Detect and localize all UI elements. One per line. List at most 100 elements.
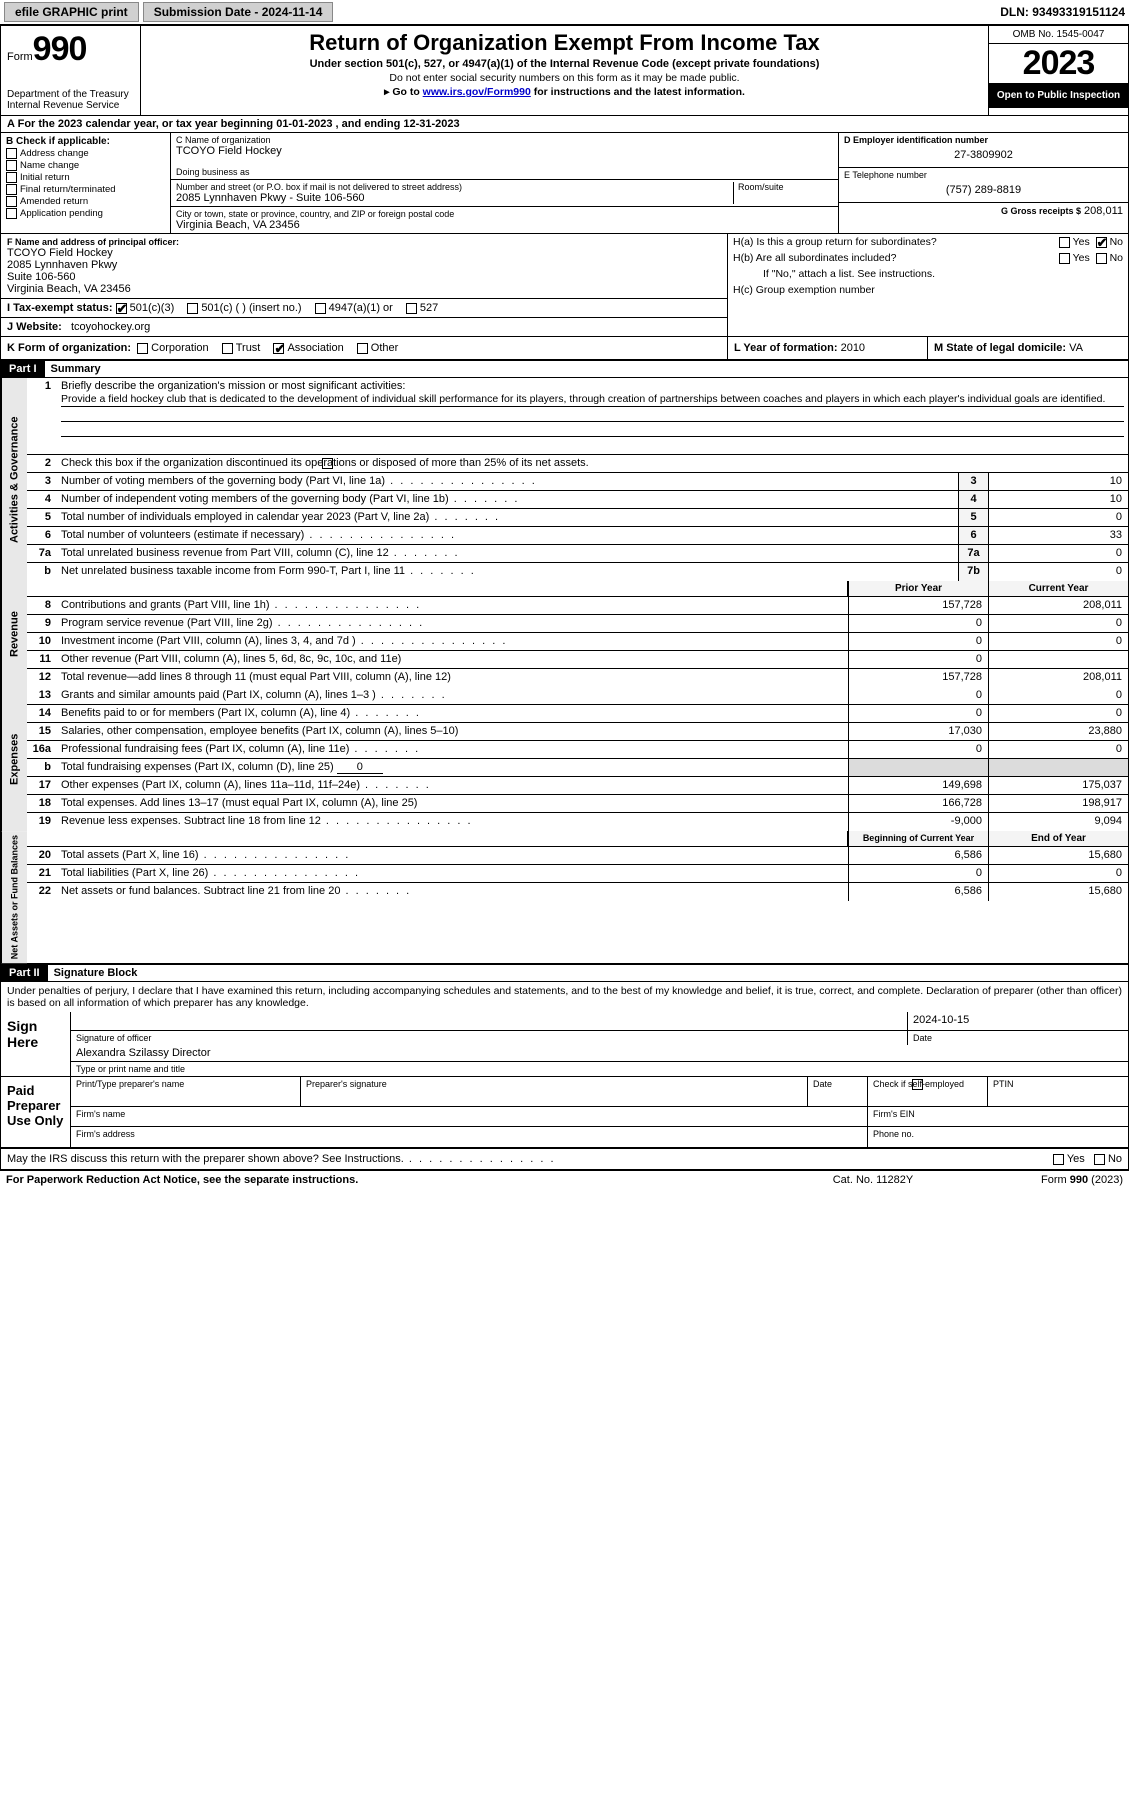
- line17-prior: 149,698: [848, 777, 988, 794]
- line22-curr: 15,680: [988, 883, 1128, 901]
- form-990: Form990 Department of the Treasury Inter…: [0, 25, 1129, 1170]
- cat-no: Cat. No. 11282Y: [783, 1174, 963, 1186]
- line16b: Total fundraising expenses (Part IX, col…: [57, 759, 848, 776]
- firm-addr-label: Firm's address: [71, 1127, 868, 1147]
- line1-label: Briefly describe the organization's miss…: [61, 380, 405, 392]
- box-c: C Name of organization TCOYO Field Hocke…: [171, 133, 838, 233]
- hb-yes[interactable]: [1059, 253, 1070, 264]
- line19: Revenue less expenses. Subtract line 18 …: [57, 813, 848, 831]
- line-a-tax-year: A For the 2023 calendar year, or tax yea…: [1, 116, 1128, 133]
- hb-no[interactable]: [1096, 253, 1107, 264]
- line12-curr: 208,011: [988, 669, 1128, 687]
- line16a-curr: 0: [988, 741, 1128, 758]
- line13: Grants and similar amounts paid (Part IX…: [57, 687, 848, 704]
- line5-val: 0: [988, 509, 1128, 526]
- line7b-val: 0: [988, 563, 1128, 581]
- line13-prior: 0: [848, 687, 988, 704]
- chk-association[interactable]: Association: [273, 342, 343, 354]
- line2-checkbox[interactable]: [322, 458, 333, 469]
- line6-val: 33: [988, 527, 1128, 544]
- box-j: J Website: tcoyohockey.org: [1, 317, 727, 336]
- box-deg: D Employer identification number 27-3809…: [838, 133, 1128, 233]
- tax-year: 2023: [989, 44, 1128, 84]
- chk-amended-return[interactable]: Amended return: [6, 196, 165, 207]
- discuss-yes[interactable]: [1053, 1154, 1064, 1165]
- line15-prior: 17,030: [848, 723, 988, 740]
- line14-prior: 0: [848, 705, 988, 722]
- street-address: 2085 Lynnhaven Pkwy - Suite 106-560: [176, 192, 733, 204]
- firm-phone-label: Phone no.: [868, 1127, 1128, 1147]
- chk-trust[interactable]: Trust: [222, 342, 261, 354]
- line4-val: 10: [988, 491, 1128, 508]
- officer-addr3: Virginia Beach, VA 23456: [7, 283, 721, 295]
- perjury-statement: Under penalties of perjury, I declare th…: [1, 982, 1128, 1012]
- line3: Number of voting members of the governin…: [57, 473, 958, 490]
- street-label: Number and street (or P.O. box if mail i…: [176, 182, 733, 192]
- efile-print-button[interactable]: efile GRAPHIC print: [4, 2, 139, 22]
- topbar: efile GRAPHIC print Submission Date - 20…: [0, 0, 1129, 25]
- line6: Total number of volunteers (estimate if …: [57, 527, 958, 544]
- ha-label: H(a) Is this a group return for subordin…: [733, 236, 1013, 248]
- officer-name-title: Alexandra Szilassy Director: [71, 1045, 1128, 1061]
- part-1-header: Part I Summary: [1, 360, 1128, 378]
- chk-other[interactable]: Other: [357, 342, 399, 354]
- line11-prior: 0: [848, 651, 988, 668]
- eoy-hdr: End of Year: [988, 831, 1128, 846]
- form-instructions-link-line: Go to www.irs.gov/Form990 for instructio…: [147, 86, 982, 98]
- prior-year-hdr: Prior Year: [848, 581, 988, 596]
- line7a: Total unrelated business revenue from Pa…: [57, 545, 958, 562]
- discuss-text: May the IRS discuss this return with the…: [7, 1153, 982, 1165]
- city-label: City or town, state or province, country…: [176, 209, 833, 219]
- box-k: K Form of organization: Corporation Trus…: [1, 337, 728, 359]
- form-header: Form990 Department of the Treasury Inter…: [1, 26, 1128, 116]
- box-b: B Check if applicable: Address change Na…: [1, 133, 171, 233]
- line21-curr: 0: [988, 865, 1128, 882]
- chk-name-change[interactable]: Name change: [6, 160, 165, 171]
- line12-prior: 157,728: [848, 669, 988, 687]
- box-l: L Year of formation: 2010: [728, 337, 928, 359]
- line14-curr: 0: [988, 705, 1128, 722]
- chk-4947[interactable]: 4947(a)(1) or: [315, 302, 393, 314]
- discuss-no[interactable]: [1094, 1154, 1105, 1165]
- chk-corporation[interactable]: Corporation: [137, 342, 208, 354]
- section-activities-governance: Activities & Governance 1 Briefly descri…: [1, 378, 1128, 581]
- line4: Number of independent voting members of …: [57, 491, 958, 508]
- chk-address-change[interactable]: Address change: [6, 148, 165, 159]
- footer: For Paperwork Reduction Act Notice, see …: [0, 1170, 1129, 1189]
- line7b: Net unrelated business taxable income fr…: [57, 563, 958, 581]
- hb-note: If "No," attach a list. See instructions…: [733, 268, 1123, 280]
- paid-preparer-block: Paid Preparer Use Only Print/Type prepar…: [1, 1077, 1128, 1148]
- section-bcdeg: B Check if applicable: Address change Na…: [1, 133, 1128, 234]
- line18-prior: 166,728: [848, 795, 988, 812]
- omb-number: OMB No. 1545-0047: [989, 26, 1128, 44]
- line2: Check this box if the organization disco…: [57, 455, 1128, 472]
- boy-hdr: Beginning of Current Year: [848, 831, 988, 846]
- line13-curr: 0: [988, 687, 1128, 704]
- line16b-curr: [988, 759, 1128, 776]
- officer-addr1: 2085 Lynnhaven Pkwy: [7, 259, 721, 271]
- chk-initial-return[interactable]: Initial return: [6, 172, 165, 183]
- chk-501c3[interactable]: 501(c)(3): [116, 302, 175, 314]
- line18: Total expenses. Add lines 13–17 (must eq…: [57, 795, 848, 812]
- chk-501c[interactable]: 501(c) ( ) (insert no.): [187, 302, 301, 314]
- discuss-row: May the IRS discuss this return with the…: [1, 1148, 1128, 1169]
- line10-prior: 0: [848, 633, 988, 650]
- instructions-link[interactable]: www.irs.gov/Form990: [423, 86, 531, 98]
- ha-no[interactable]: [1096, 237, 1107, 248]
- sign-here-block: Sign Here 2024-10-15 Signature of office…: [1, 1012, 1128, 1077]
- line9: Program service revenue (Part VIII, line…: [57, 615, 848, 632]
- mission-text: Provide a field hockey club that is dedi…: [61, 392, 1124, 407]
- hb-label: H(b) Are all subordinates included?: [733, 252, 1013, 264]
- line3-val: 10: [988, 473, 1128, 490]
- form-ref: Form 990 (2023): [963, 1174, 1123, 1186]
- chk-application-pending[interactable]: Application pending: [6, 208, 165, 219]
- section-klm: K Form of organization: Corporation Trus…: [1, 337, 1128, 360]
- ptin-label: PTIN: [988, 1077, 1128, 1106]
- chk-final-return[interactable]: Final return/terminated: [6, 184, 165, 195]
- room-suite-label: Room/suite: [733, 182, 833, 204]
- preparer-self-employed[interactable]: Check if self-employed: [868, 1077, 988, 1106]
- line21: Total liabilities (Part X, line 26): [57, 865, 848, 882]
- ha-yes[interactable]: [1059, 237, 1070, 248]
- department: Department of the Treasury Internal Reve…: [7, 89, 134, 111]
- chk-527[interactable]: 527: [406, 302, 438, 314]
